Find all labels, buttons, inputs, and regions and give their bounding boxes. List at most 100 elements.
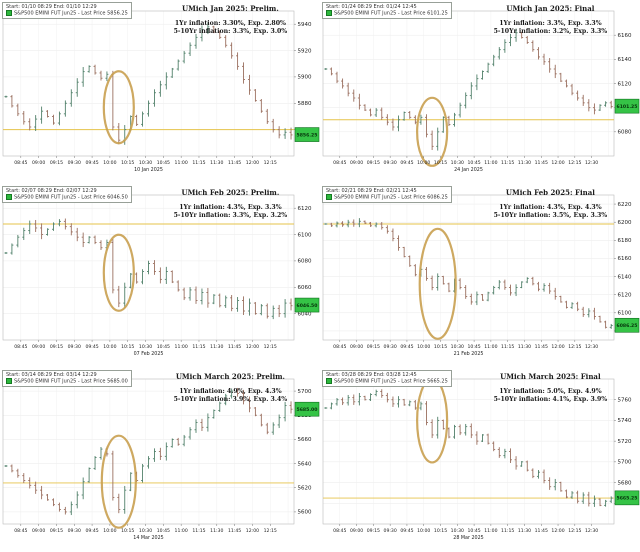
legend-series: S&P500 EMINI FUT Jun25 - Last Price 6101… [326, 10, 448, 17]
x-axis-time-label: 10:15 [121, 344, 134, 350]
legend-series: S&P500 EMINI FUT Jun25 - Last Price 6046… [6, 194, 128, 201]
y-axis-label: 6040 [298, 311, 312, 317]
price-bar [508, 33, 512, 47]
y-axis-label: 6160 [618, 33, 632, 39]
y-axis-label: 6180 [618, 238, 632, 244]
price-bar [242, 389, 246, 405]
last-price-value: 5856.25 [297, 132, 318, 138]
last-price-value: 6046.50 [297, 303, 318, 309]
price-bar [93, 456, 97, 470]
price-bar [324, 223, 328, 225]
price-bar [425, 401, 429, 426]
price-bar [324, 68, 328, 70]
price-bar [542, 469, 546, 484]
chart-panel-jan-final: Start: 01/24 08:29 End: 01/24 12:45 S&P50… [320, 0, 640, 184]
x-axis-time-label: 09:45 [400, 344, 413, 350]
price-bar [57, 111, 61, 126]
x-axis-time-label: 09:15 [50, 344, 63, 350]
price-bar [531, 40, 535, 52]
price-bar [188, 427, 192, 440]
price-bar [548, 282, 552, 294]
price-bar [57, 502, 61, 512]
price-bar [419, 114, 423, 125]
price-bar [123, 282, 127, 308]
price-bar [425, 114, 429, 138]
x-axis-time-label: 11:15 [192, 344, 205, 350]
price-bar [224, 35, 228, 48]
y-axis-label: 5740 [618, 418, 632, 424]
price-plot: 622062006180616061406120610060806086.250… [322, 194, 640, 357]
price-bar [425, 266, 429, 281]
x-axis-time-label: 10:00 [417, 528, 430, 534]
stat-5-10yr-inflation: 5-10Yr inflation: 3.3%, Exp. 3.0% [173, 28, 288, 35]
price-bar [10, 243, 14, 255]
x-axis-time-label: 11:45 [228, 160, 241, 166]
price-bar [194, 286, 198, 304]
price-bar [548, 58, 552, 73]
price-bar [570, 491, 574, 499]
x-axis-time-label: 12:15 [568, 160, 581, 166]
legend-box: Start: 03/28 08:29 End: 03/28 12:45 S&P50… [322, 370, 452, 387]
plot-frame [2, 378, 295, 525]
price-plot: 5760574057205700568056605665.2508:4509:0… [322, 377, 640, 541]
price-bar [182, 50, 186, 64]
x-axis-time-label: 11:15 [192, 160, 205, 166]
price-bar [218, 293, 222, 308]
price-bar [63, 218, 67, 230]
x-axis-time-label: 09:00 [32, 528, 45, 534]
price-bar [324, 407, 328, 409]
price-bar [141, 111, 145, 127]
x-axis-time-label: 11:00 [175, 528, 188, 534]
price-bar [242, 296, 246, 316]
price-bar [123, 485, 127, 514]
x-axis-time-label: 11:45 [535, 160, 548, 166]
price-bar [147, 456, 150, 469]
x-axis-time-label: 11:00 [175, 160, 188, 166]
price-bar [259, 98, 263, 113]
price-bar [99, 240, 103, 250]
y-axis-label: 6220 [618, 202, 632, 208]
price-bar [34, 115, 38, 132]
last-price-axis-box [614, 490, 640, 506]
stat-1yr-inflation: 1Yr inflation: 4.9%, Exp. 4.3% [179, 388, 282, 395]
price-bar [576, 90, 580, 101]
price-bar [176, 280, 180, 292]
price-bar [289, 127, 293, 140]
price-bar [430, 275, 434, 291]
y-axis-label: 6200 [618, 220, 632, 226]
release-title: UMich Jan 2025: Prelim. [182, 4, 279, 13]
price-bar [176, 437, 180, 446]
price-plot: 594059205900588058605856.2508:4509:0009:… [2, 10, 320, 173]
release-annotation-ellipse [418, 227, 457, 340]
price-bar [480, 434, 484, 442]
y-axis-label: 5760 [618, 398, 632, 404]
price-bar [236, 387, 240, 397]
y-axis-label: 5720 [618, 439, 632, 445]
price-bar [369, 108, 373, 117]
price-bar [380, 107, 384, 120]
x-axis-time-label: 10:30 [139, 344, 152, 350]
x-axis-time-label: 10:30 [451, 160, 464, 166]
price-bar [576, 301, 580, 312]
x-axis-time-label: 11:15 [501, 344, 514, 350]
price-bar [385, 114, 389, 126]
price-bar [559, 295, 563, 303]
stat-5-10yr-inflation: 5-10Yr inflation: 3.2%, Exp. 3.3% [493, 28, 608, 35]
x-axis-time-label: 09:00 [32, 160, 45, 166]
price-bar [357, 218, 361, 228]
legend-series: S&P500 EMINI FUT Jun25 - Last Price 5856… [6, 10, 128, 17]
price-bar [158, 447, 162, 461]
legend-box: Start: 02/07 08:29 End: 02/07 12:29 S&P50… [2, 186, 132, 203]
series-color-swatch-icon [326, 378, 332, 384]
price-bar [271, 422, 275, 435]
price-bar [536, 281, 540, 292]
price-bar [525, 277, 529, 284]
release-title: UMich Jan 2025: Final [506, 4, 595, 13]
price-bar [283, 401, 287, 422]
price-bar [581, 94, 585, 106]
x-axis-time-label: 12:00 [551, 344, 564, 350]
x-axis-time-label: 10:15 [121, 528, 134, 534]
release-annotation-ellipse [100, 434, 137, 529]
y-axis-label: 6120 [618, 81, 632, 87]
price-bar [170, 438, 174, 448]
